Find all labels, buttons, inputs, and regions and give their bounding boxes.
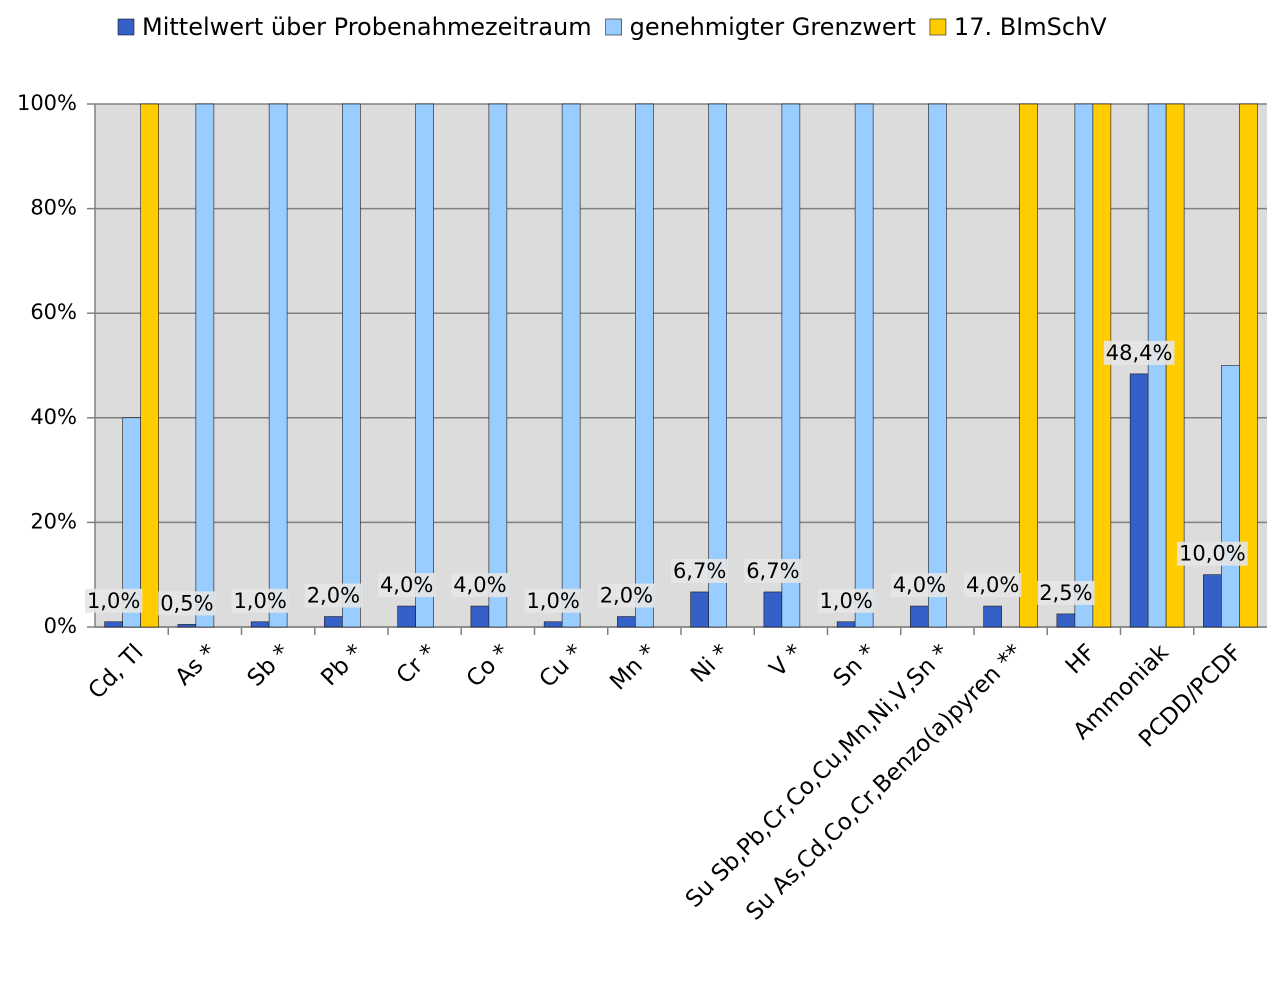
- value-label-bg: [744, 558, 802, 583]
- value-label: 0,5%: [160, 591, 213, 615]
- x-tick-label: Sn *: [829, 639, 881, 691]
- value-label: 4,0%: [966, 573, 1019, 597]
- x-tick-label: V *: [765, 639, 808, 682]
- bar: [635, 103, 654, 628]
- value-label-bg: [670, 558, 729, 583]
- legend-label: Mittelwert über Probenahmezeitraum: [142, 13, 592, 41]
- bar: [268, 103, 288, 628]
- value-label: 4,0%: [893, 573, 946, 597]
- value-label-bg: [817, 588, 875, 613]
- x-tick-label: Sb *: [243, 639, 295, 691]
- bar: [140, 103, 159, 628]
- value-label: 4,0%: [453, 573, 506, 597]
- value-label: 1,0%: [526, 589, 579, 613]
- bar: [1129, 373, 1149, 628]
- value-label: 1,0%: [819, 589, 872, 613]
- value-label-bg: [1037, 580, 1095, 605]
- bar: [470, 605, 490, 628]
- bar: [690, 591, 709, 628]
- bar: [397, 605, 416, 628]
- x-tick-label: Pb *: [316, 639, 368, 691]
- bar: [1092, 103, 1112, 628]
- x-tick-label: HF: [1061, 639, 1101, 679]
- bar: [177, 624, 197, 628]
- bar: [488, 103, 508, 628]
- value-label-bg: [377, 573, 436, 598]
- bar: [763, 591, 783, 628]
- bar: [781, 103, 801, 628]
- y-tick-label: 0%: [44, 614, 77, 638]
- x-tick-label: Cd, Tl: [84, 639, 149, 704]
- x-tick-label: Su Sb,Pb,Cr,Co,Cu,Mn,Ni,V,Sn *: [681, 639, 954, 912]
- value-label-bg: [890, 573, 949, 598]
- bar: [195, 103, 215, 628]
- legend-label: 17. BImSchV: [954, 13, 1107, 41]
- plot-area: [95, 104, 1267, 627]
- x-tick-label: Ni *: [686, 639, 734, 687]
- value-label-bg: [451, 573, 509, 598]
- value-label-bg: [304, 583, 363, 608]
- value-label-bg: [963, 573, 1022, 598]
- bar: [250, 621, 270, 628]
- bar: [543, 621, 563, 628]
- bar: [910, 605, 929, 628]
- value-label: 10,0%: [1179, 542, 1246, 566]
- value-label: 1,0%: [87, 589, 140, 613]
- bar: [324, 616, 343, 628]
- x-tick-label: Co *: [462, 639, 515, 692]
- bar: [1221, 365, 1240, 628]
- bar: [1203, 574, 1222, 628]
- value-label: 4,0%: [380, 573, 433, 597]
- value-label-bg: [524, 588, 582, 613]
- value-label-bg: [1103, 340, 1175, 365]
- bar: [854, 103, 874, 628]
- bar: [561, 103, 581, 628]
- x-tick-label: Su As,Cd,Co,Cr,Benzo(a)pyren **: [741, 639, 1027, 925]
- value-label: 48,4%: [1106, 341, 1173, 365]
- value-label: 6,7%: [746, 559, 799, 583]
- bar: [983, 605, 1002, 628]
- bar: [104, 621, 123, 628]
- bar: [1019, 103, 1038, 628]
- legend-label: genehmigter Grenzwert: [630, 13, 916, 41]
- bar: [415, 103, 434, 628]
- bar: [1239, 103, 1258, 628]
- x-tick-label: Cr *: [392, 639, 442, 689]
- bar: [708, 103, 727, 628]
- y-tick-label: 80%: [30, 196, 77, 220]
- bar: [342, 103, 361, 628]
- x-tick-label: Cu *: [535, 639, 588, 692]
- value-label-bg: [231, 588, 289, 613]
- y-tick-label: 20%: [30, 509, 77, 533]
- value-label-bg: [158, 591, 216, 616]
- legend-swatch: [117, 18, 135, 36]
- legend-swatch: [929, 18, 947, 36]
- value-label-bg: [1177, 541, 1248, 566]
- x-tick-label: As *: [170, 639, 221, 690]
- bar: [928, 103, 947, 628]
- value-label: 2,5%: [1039, 581, 1092, 605]
- y-tick-label: 100%: [17, 91, 77, 115]
- value-label: 2,0%: [307, 584, 360, 608]
- bar: [1165, 103, 1185, 628]
- value-label: 1,0%: [233, 589, 286, 613]
- value-label: 2,0%: [600, 584, 653, 608]
- bar: [836, 621, 856, 628]
- y-tick-label: 40%: [30, 405, 77, 429]
- bar: [617, 616, 636, 628]
- value-label-bg: [84, 588, 143, 613]
- bar: [1056, 613, 1076, 628]
- y-tick-label: 60%: [30, 300, 77, 324]
- x-tick-label: Mn *: [605, 639, 661, 695]
- value-label: 6,7%: [673, 559, 726, 583]
- value-label-bg: [597, 583, 656, 608]
- legend-swatch: [605, 18, 622, 36]
- bar: [1147, 103, 1167, 628]
- bar: [1074, 103, 1094, 628]
